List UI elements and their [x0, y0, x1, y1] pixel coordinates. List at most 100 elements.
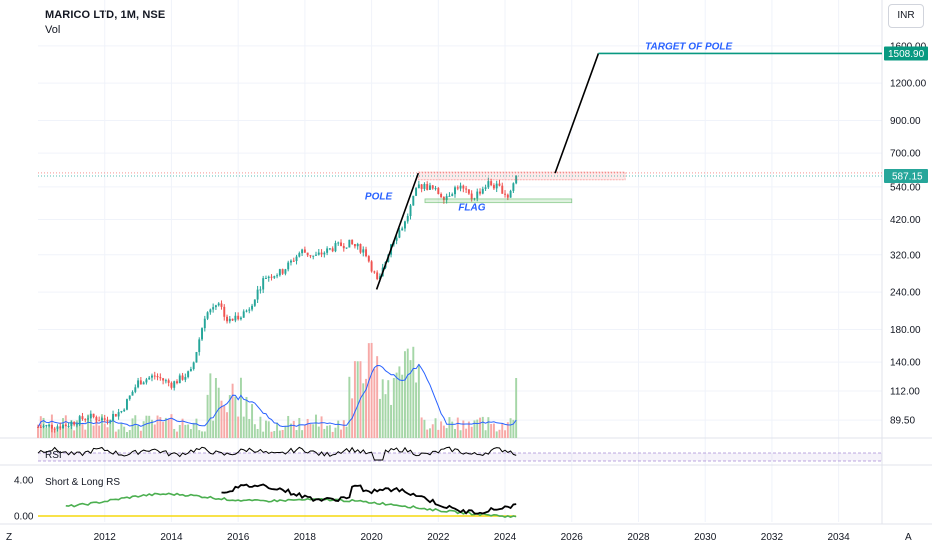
candle-body [509, 190, 512, 198]
candle-body [151, 375, 153, 378]
candle-body [242, 311, 245, 318]
volume-bar [164, 417, 167, 438]
candle-body [506, 194, 509, 198]
volume-bar [167, 419, 170, 438]
volume-bar [504, 430, 507, 438]
volume-label: Vol [45, 24, 61, 36]
volume-bar [209, 373, 212, 438]
candle-body [451, 194, 454, 196]
volume-bar [312, 424, 315, 438]
candle-body [87, 418, 90, 420]
projection-line [554, 53, 600, 174]
candle-body [170, 382, 173, 388]
volume-bar [512, 419, 515, 438]
time-tick-label: 2026 [561, 532, 584, 543]
volume-bar [326, 425, 329, 438]
volume-bar [212, 420, 215, 438]
volume-bar [134, 415, 137, 438]
volume-bar [231, 383, 234, 438]
price-tick-label: 1200.00 [890, 79, 927, 90]
time-tick-label: 2032 [761, 532, 784, 543]
candle-body [423, 184, 426, 189]
candle-body [262, 278, 265, 290]
candle-body [84, 419, 87, 421]
candle-body [326, 248, 329, 253]
volume-bar [242, 416, 245, 438]
candle-body [406, 216, 409, 222]
candle-body [114, 413, 117, 417]
volume-bar [170, 414, 173, 438]
volume-bar [56, 426, 59, 438]
volume-bar [387, 380, 390, 438]
candle-body [100, 418, 103, 421]
candle-body [290, 260, 292, 263]
volume-bar [128, 430, 131, 438]
volume-bar [337, 420, 340, 438]
candle-body [109, 420, 112, 422]
volume-bar [476, 419, 479, 438]
candle-body [465, 188, 468, 190]
price-tick-label: 320.00 [890, 250, 921, 261]
volume-bar [462, 420, 465, 438]
volume-bar [176, 431, 178, 438]
candle-body [267, 276, 270, 278]
volume-bar [390, 404, 393, 438]
candle-body [239, 317, 242, 320]
candle-body [173, 381, 176, 388]
candle-body [487, 181, 490, 188]
volume-bar [87, 414, 90, 438]
volume-bar [345, 426, 348, 438]
volume-bar [298, 417, 301, 438]
candle-body [401, 228, 404, 231]
volume-bar [331, 431, 334, 438]
candle-body [306, 252, 309, 256]
volume-bar [481, 416, 484, 438]
rsi-label: RSI [45, 450, 62, 461]
candle-body [301, 249, 304, 254]
volume-bar [100, 414, 103, 438]
volume-bar [84, 429, 87, 438]
time-tick-label: 2012 [94, 532, 117, 543]
candle-body [362, 249, 365, 253]
candle-body [248, 309, 251, 311]
candle-body [495, 183, 498, 189]
candle-body [228, 318, 231, 322]
short-rs-line [221, 483, 517, 515]
volume-bar [373, 368, 376, 438]
volume-bar [239, 377, 242, 438]
volume-bar [473, 420, 476, 438]
pattern-drawings: POLE FLAG TARGET OF POLE [38, 41, 882, 290]
volume-bar [498, 429, 501, 438]
price-tick-label: 540.00 [890, 182, 921, 193]
volume-bar [356, 361, 359, 438]
volume-bar [217, 387, 220, 438]
volume-bar [95, 418, 98, 438]
volume-ma-line [37, 363, 517, 428]
candle-body [295, 256, 298, 262]
candle-body [462, 185, 465, 189]
volume-bar [220, 400, 223, 438]
candle-body [342, 245, 345, 249]
volume-bar [442, 425, 445, 438]
candle-body [39, 426, 42, 428]
volume-bar [159, 417, 162, 438]
volume-bar [445, 428, 448, 438]
volume-bar [151, 419, 153, 438]
candle-body [189, 369, 192, 372]
currency-button[interactable]: INR [888, 4, 924, 28]
volume-bar [45, 427, 48, 438]
volume-bar [470, 426, 473, 438]
candle-body [309, 255, 312, 257]
candle-body [415, 188, 418, 196]
volume-bar [245, 396, 248, 438]
candle-body [234, 315, 237, 321]
volume-bar [223, 406, 226, 438]
volume-bar [67, 427, 70, 438]
candle-body [264, 277, 267, 279]
volume-bar [492, 423, 495, 438]
candle-body [259, 289, 262, 291]
volume-bar [515, 378, 518, 438]
candle-body [501, 185, 504, 194]
volume-bar [451, 421, 454, 438]
